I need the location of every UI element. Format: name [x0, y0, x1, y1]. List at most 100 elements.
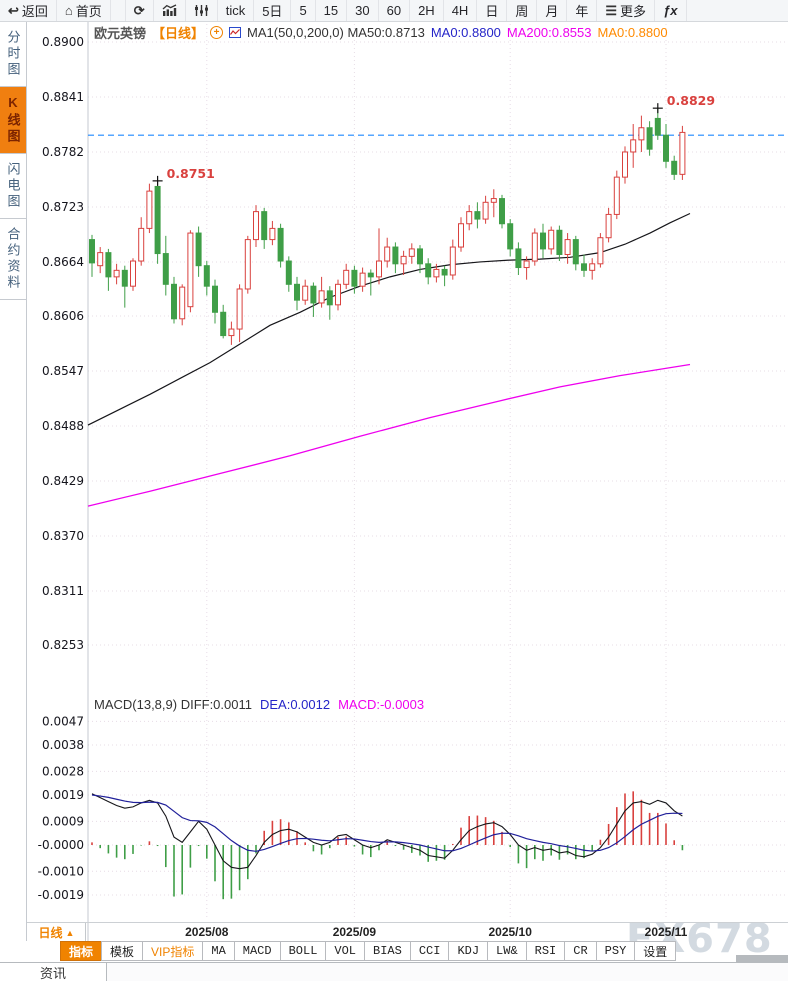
svg-text:0.0028: 0.0028: [42, 764, 84, 778]
period-tick-label: tick: [225, 3, 246, 18]
home-button[interactable]: ⌂ 首页: [57, 0, 111, 21]
sliders-icon: [194, 4, 209, 17]
period-day[interactable]: 日: [477, 0, 508, 21]
indicator-tab-PSY[interactable]: PSY: [595, 941, 636, 961]
period-15[interactable]: 15: [316, 0, 348, 21]
svg-text:-0.0010: -0.0010: [38, 864, 84, 878]
fx-button-label: ƒx: [663, 3, 678, 18]
period-month-label: 月: [545, 4, 559, 19]
sidebar-item-3[interactable]: 合约资料: [0, 219, 26, 300]
ma50-value: MA1(50,0,200,0) MA50:0.8713: [247, 25, 425, 40]
sidebar-item-0[interactable]: 分时图: [0, 22, 26, 87]
period-badge: 【日线】: [152, 26, 205, 41]
indicator-tab-CCI[interactable]: CCI: [409, 941, 450, 961]
indicator-tab-MACD[interactable]: MACD: [233, 941, 281, 961]
back-button-label: 返回: [21, 4, 48, 19]
back-icon: ↩: [8, 3, 19, 18]
chart-type-button[interactable]: [154, 0, 186, 21]
macd-axis-labels: 0.0047 0.0038 0.0028 0.0019 0.0009 -0.0000 -0.…: [38, 714, 84, 902]
add-indicator-icon[interactable]: +: [210, 26, 224, 39]
period-selector[interactable]: 日线 ▲: [28, 923, 86, 942]
back-button[interactable]: ↩ 返回: [0, 0, 57, 21]
period-2h[interactable]: 2H: [410, 0, 444, 21]
indicator-tab-RSI[interactable]: RSI: [525, 941, 566, 961]
period-60-label: 60: [386, 3, 402, 18]
macd-legend: MACD(13,8,9) DIFF:0.0011 DEA:0.0012 MACD…: [94, 697, 424, 712]
svg-text:0.0038: 0.0038: [42, 738, 84, 752]
ma50-line: [87, 212, 691, 426]
indicator-tab-VIP指标[interactable]: VIP指标: [142, 941, 204, 961]
svg-text:0.8606: 0.8606: [42, 309, 84, 323]
refresh-icon: ⟳: [133, 3, 145, 18]
ma-chart-icon: [229, 27, 242, 38]
period-60[interactable]: 60: [379, 0, 411, 21]
x-axis-row: 日线 ▲ 2025/08 2025/09 2025/10 2025/11: [0, 922, 788, 942]
indicator-tab-CR[interactable]: CR: [564, 941, 597, 961]
price-annotations: 0.8751 0.8829: [152, 93, 715, 186]
svg-text:0.8370: 0.8370: [42, 529, 84, 543]
horizontal-scrollbar-thumb[interactable]: [736, 955, 788, 962]
toolbar-spacer: [111, 0, 126, 21]
ma0-blue-value: MA0:0.8800: [430, 25, 501, 40]
macd-value: MACD:-0.0003: [338, 697, 425, 712]
period-4h[interactable]: 4H: [444, 0, 478, 21]
price-axis-labels: 0.8900 0.8841 0.8782 0.8723 0.8664 0.8606 0.85…: [42, 35, 84, 652]
svg-text:0.8547: 0.8547: [42, 364, 84, 378]
month-label-2025/08: 2025/08: [185, 925, 229, 939]
period-5[interactable]: 5: [291, 0, 316, 21]
period-tick[interactable]: tick: [218, 0, 255, 21]
period-year-label: 年: [575, 4, 589, 19]
more-button[interactable]: ☰ 更多: [597, 0, 656, 21]
period-30-label: 30: [355, 3, 370, 18]
menu-icon: ☰: [605, 3, 618, 18]
indicator-tab-MA[interactable]: MA: [202, 941, 235, 961]
more-button-label: 更多: [620, 4, 647, 19]
indicator-tab-设置[interactable]: 设置: [634, 941, 677, 961]
svg-text:0.8311: 0.8311: [42, 584, 84, 598]
period-2h-label: 2H: [418, 3, 435, 18]
refresh-button[interactable]: ⟳: [126, 0, 154, 21]
indicator-tab-KDJ[interactable]: KDJ: [448, 941, 489, 961]
news-tab[interactable]: 资讯: [0, 963, 107, 981]
svg-text:0.8900: 0.8900: [42, 35, 84, 49]
period-15-label: 15: [323, 3, 339, 18]
indicator-tabbar: 指标 模板 VIP指标 MA MACD BOLL VOL BIAS CCI KDJ LW& RSI CR…: [0, 941, 788, 961]
svg-text:0.0009: 0.0009: [42, 814, 84, 828]
svg-text:-0.0019: -0.0019: [38, 888, 84, 902]
period-5-label: 5: [299, 3, 307, 18]
home-icon: ⌂: [64, 3, 73, 18]
svg-text:0.8253: 0.8253: [42, 638, 84, 652]
period-4h-label: 4H: [451, 3, 469, 18]
period-day-label: 日: [485, 4, 499, 19]
period-30[interactable]: 30: [347, 0, 379, 21]
macd-diff-value: MACD(13,8,9) DIFF:0.0011: [94, 697, 252, 712]
sidebar-item-2[interactable]: 闪电图: [0, 154, 26, 219]
grid-lines: [87, 21, 788, 941]
period-month[interactable]: 月: [537, 0, 568, 21]
indicator-tab-LW&[interactable]: LW&: [487, 941, 527, 961]
chart-icon: [162, 4, 177, 17]
svg-text:0.8782: 0.8782: [42, 145, 84, 159]
period-5d[interactable]: 5日: [254, 0, 292, 21]
sidebar-item-1[interactable]: K线图: [0, 87, 26, 154]
indicator-tab-模板[interactable]: 模板: [101, 941, 144, 961]
period-year[interactable]: 年: [567, 0, 598, 21]
month-label-2025/11: 2025/11: [644, 925, 688, 939]
indicator-tab-BOLL[interactable]: BOLL: [279, 941, 327, 961]
svg-text:0.0019: 0.0019: [42, 788, 84, 802]
svg-text:0.8488: 0.8488: [42, 419, 84, 433]
indicator-tab-BIAS[interactable]: BIAS: [364, 941, 411, 961]
indicator-tab-指标[interactable]: 指标: [60, 941, 103, 961]
fx-button[interactable]: ƒx: [655, 0, 687, 21]
svg-text:-0.0000: -0.0000: [38, 838, 84, 852]
period-label: 日线: [38, 926, 63, 940]
svg-text:0.0047: 0.0047: [42, 714, 84, 728]
period-week[interactable]: 周: [507, 0, 538, 21]
indicator-button[interactable]: [186, 0, 218, 21]
svg-text:0.8841: 0.8841: [42, 90, 84, 104]
macd-diff-line: [91, 793, 683, 870]
svg-text:0.8664: 0.8664: [42, 255, 84, 269]
indicator-tab-VOL[interactable]: VOL: [325, 941, 366, 961]
